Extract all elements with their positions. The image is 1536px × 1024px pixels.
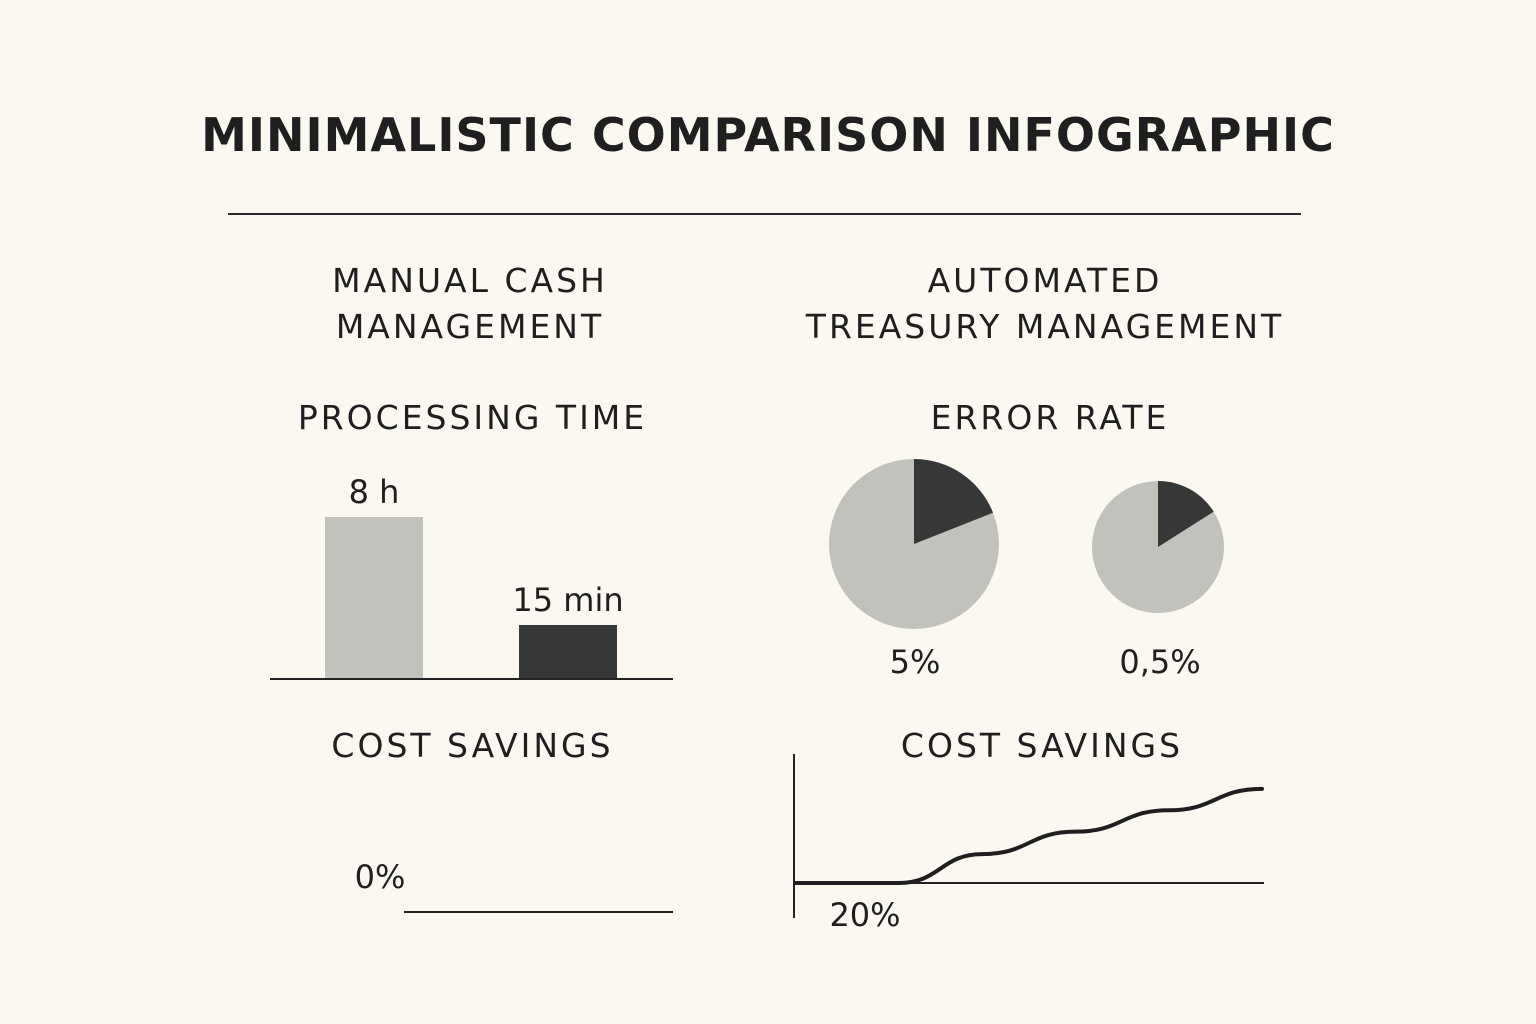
manual-cost-savings-chart: 0% <box>355 858 673 913</box>
error-rate-chart: 5% 0,5% <box>829 458 1224 681</box>
pie-automated-slice <box>1158 481 1214 547</box>
pie-label-manual: 5% <box>890 643 941 681</box>
automated-cost-savings-title: COST SAVINGS <box>900 726 1184 765</box>
bar-label-automated: 15 min <box>512 581 623 619</box>
bar-label-manual: 8 h <box>349 473 400 511</box>
column-heading-manual: MANUAL CASH MANAGEMENT <box>332 261 608 346</box>
automated-cost-savings-chart: 20% <box>793 754 1264 934</box>
error-rate-title: ERROR RATE <box>930 398 1170 437</box>
pie-label-automated: 0,5% <box>1119 643 1200 681</box>
processing-time-title: PROCESSING TIME <box>297 398 648 437</box>
processing-time-chart: 8 h 15 min <box>270 473 673 680</box>
automated-savings-line <box>794 786 1264 885</box>
pie-manual-slice <box>914 458 994 544</box>
bar-automated <box>519 625 617 679</box>
page-title: MINIMALISTIC COMPARISON INFOGRAPHIC <box>201 108 1335 162</box>
automated-savings-label: 20% <box>829 896 900 934</box>
title-divider <box>228 213 1301 215</box>
manual-savings-label: 0% <box>355 858 406 896</box>
column-heading-automated: AUTOMATED TREASURY MANAGEMENT <box>805 261 1285 346</box>
manual-cost-savings-title: COST SAVINGS <box>331 726 614 765</box>
bar-manual <box>325 517 423 679</box>
